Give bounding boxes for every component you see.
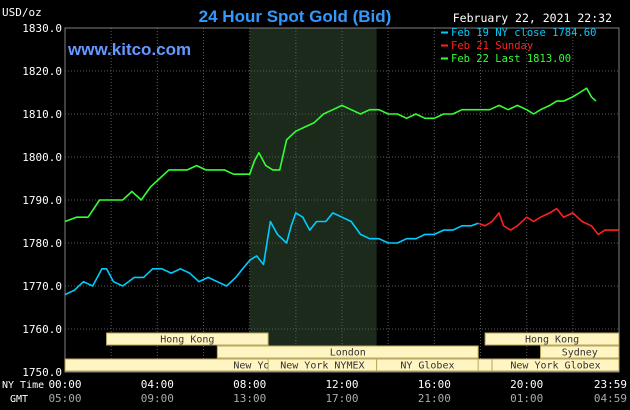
session-bar-2: [216, 345, 479, 359]
y-tick-label-7: 1760.0: [22, 323, 62, 336]
gmt-row-label: GMT: [10, 394, 28, 405]
x-tick-ny-2: 08:00: [233, 378, 266, 391]
session-bar-3: [540, 345, 620, 359]
y-tick-label-5: 1780.0: [22, 237, 62, 250]
y-tick-label-8: 1750.0: [22, 366, 62, 379]
x-tick-ny-4: 16:00: [418, 378, 451, 391]
series-line-2: [64, 87, 597, 223]
x-tick-gmt-3: 17:00: [325, 392, 358, 405]
legend-entry-2: Feb 22 Last 1813.00: [451, 53, 571, 65]
chart-title: 24 Hour Spot Gold (Bid): [199, 7, 392, 26]
session-label-2: London: [330, 348, 366, 359]
x-tick-gmt-5: 01:00: [510, 392, 543, 405]
watermark: www.kitco.com: [67, 40, 191, 59]
timestamp: February 22, 2021 22:32: [453, 11, 612, 25]
session-bar-1: [484, 332, 620, 346]
y-tick-label-3: 1800.0: [22, 151, 62, 164]
x-tick-ny-0: 00:00: [48, 378, 81, 391]
session-label-7: New York Globex: [510, 361, 600, 372]
nymex-shaded-window: [249, 28, 377, 372]
y-tick-label-0: 1830.0: [22, 22, 62, 35]
session-label-6: NY Globex: [400, 361, 454, 372]
plot-frame: [64, 27, 620, 373]
x-tick-gmt-4: 21:00: [418, 392, 451, 405]
session-bar-0: [106, 332, 269, 346]
y-tick-label-2: 1810.0: [22, 108, 62, 121]
legend-entry-0: Feb 19 NY close 1784.60: [451, 27, 596, 39]
session-label-3: Sydney: [562, 348, 598, 359]
ny-time-row-label: NY Time: [2, 380, 44, 391]
session-bar-7: [491, 358, 620, 372]
x-tick-gmt-0: 05:00: [48, 392, 81, 405]
x-tick-ny-5: 20:00: [510, 378, 543, 391]
x-tick-ny-6: 23:59: [594, 378, 627, 391]
session-label-0: Hong Kong: [160, 335, 214, 346]
y-tick-label-6: 1770.0: [22, 280, 62, 293]
series-line-0: [64, 212, 479, 296]
x-tick-ny-1: 04:00: [141, 378, 174, 391]
series-line-1: [477, 207, 619, 236]
x-tick-gmt-6: 04:59: [594, 392, 627, 405]
unit-label: USD/oz: [2, 6, 42, 19]
session-bar-6: [376, 358, 479, 372]
y-tick-label-1: 1820.0: [22, 65, 62, 78]
session-label-5: New York NYMEX: [280, 361, 364, 372]
session-label-1: Hong Kong: [525, 335, 579, 346]
x-tick-gmt-2: 13:00: [233, 392, 266, 405]
y-tick-label-4: 1790.0: [22, 194, 62, 207]
x-tick-ny-3: 12:00: [325, 378, 358, 391]
x-tick-gmt-1: 09:00: [141, 392, 174, 405]
legend-entry-1: Feb 21 Sunday: [451, 40, 533, 52]
